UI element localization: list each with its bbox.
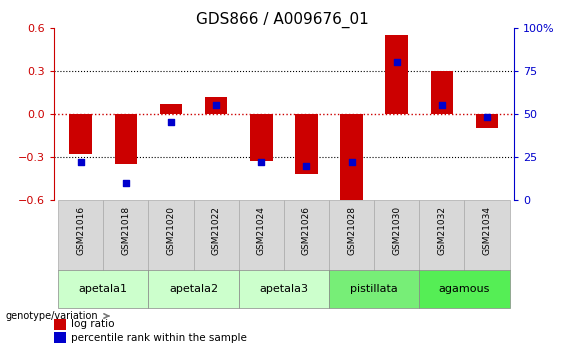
Bar <box>329 270 419 308</box>
Text: apetala3: apetala3 <box>259 284 308 294</box>
Text: agamous: agamous <box>439 284 490 294</box>
Text: genotype/variation: genotype/variation <box>6 311 98 321</box>
Bar <box>54 332 66 343</box>
Bar <box>419 270 510 308</box>
Text: GSM21026: GSM21026 <box>302 206 311 255</box>
Bar <box>374 200 419 271</box>
Point <box>392 59 401 65</box>
Text: GDS866 / A009676_01: GDS866 / A009676_01 <box>196 12 369 28</box>
Bar <box>115 114 137 164</box>
Bar <box>205 97 228 114</box>
Bar <box>149 270 239 308</box>
Bar <box>103 200 149 271</box>
Text: GSM21024: GSM21024 <box>257 206 266 255</box>
Bar <box>329 200 374 271</box>
Text: apetala2: apetala2 <box>169 284 218 294</box>
Bar <box>295 114 318 174</box>
Text: GSM21034: GSM21034 <box>483 206 492 255</box>
Bar <box>58 270 149 308</box>
Bar <box>58 200 103 271</box>
Bar <box>385 35 408 114</box>
Point <box>76 159 85 165</box>
Bar <box>419 200 464 271</box>
Text: log ratio: log ratio <box>71 319 114 329</box>
Point <box>302 163 311 168</box>
Text: GSM21018: GSM21018 <box>121 206 131 255</box>
Text: GSM21032: GSM21032 <box>437 206 446 255</box>
Text: pistillata: pistillata <box>350 284 398 294</box>
Point <box>483 115 492 120</box>
Text: percentile rank within the sample: percentile rank within the sample <box>71 333 246 343</box>
Text: GSM21030: GSM21030 <box>392 206 401 255</box>
Text: GSM21028: GSM21028 <box>347 206 356 255</box>
Point <box>212 102 221 108</box>
Point <box>167 120 176 125</box>
Bar <box>54 319 66 330</box>
Text: apetala1: apetala1 <box>79 284 128 294</box>
Point <box>121 180 131 186</box>
Bar <box>464 200 510 271</box>
Bar <box>250 114 273 161</box>
Point <box>437 102 446 108</box>
Bar <box>476 114 498 128</box>
Bar <box>284 200 329 271</box>
Bar <box>431 71 453 114</box>
Bar <box>160 104 182 114</box>
Text: GSM21016: GSM21016 <box>76 206 85 255</box>
Bar <box>69 114 92 154</box>
Bar <box>340 114 363 203</box>
Bar <box>239 200 284 271</box>
Bar <box>149 200 194 271</box>
Bar <box>194 200 239 271</box>
Point <box>347 159 356 165</box>
Bar <box>239 270 329 308</box>
Text: GSM21022: GSM21022 <box>212 206 221 255</box>
Point <box>257 159 266 165</box>
Text: GSM21020: GSM21020 <box>167 206 176 255</box>
